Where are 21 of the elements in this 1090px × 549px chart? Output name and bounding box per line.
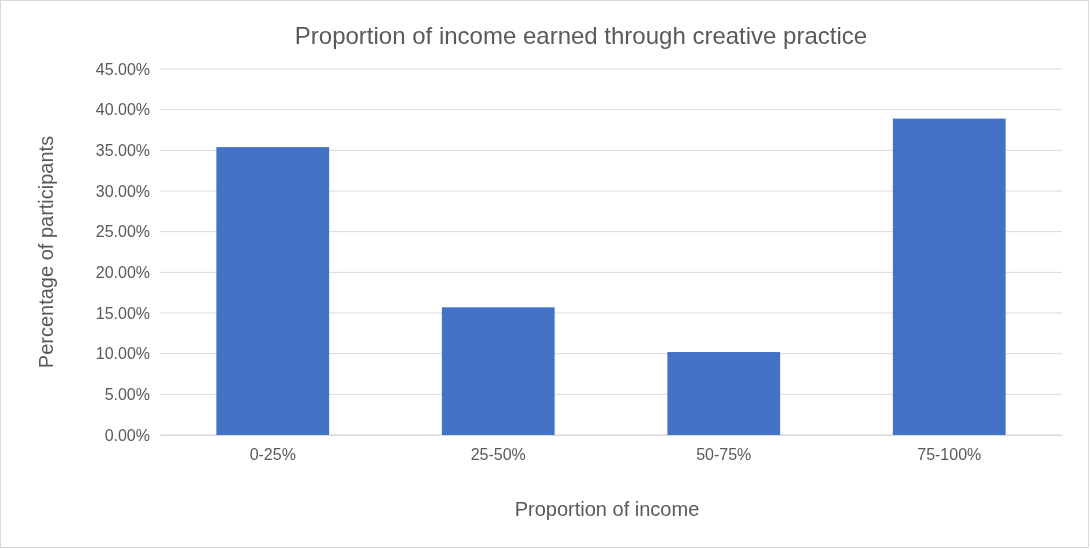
y-tick-label: 45.00% <box>95 60 150 78</box>
bar <box>441 307 555 435</box>
y-tick-label: 35.00% <box>95 141 150 159</box>
x-axis-title: Proportion of income <box>514 498 700 520</box>
chart-title: Proportion of income earned through creative practice <box>294 22 868 49</box>
x-tick-label: 50-75% <box>696 446 752 464</box>
y-tick-label: 10.00% <box>95 345 150 363</box>
x-tick-label: 75-100% <box>917 446 982 464</box>
y-tick-label: 0.00% <box>104 426 150 444</box>
bar <box>667 352 781 435</box>
y-axis-title: Percentage of participants <box>35 135 57 369</box>
y-tick-label: 30.00% <box>95 182 150 200</box>
bar <box>216 147 330 435</box>
y-tick-label: 25.00% <box>95 223 150 241</box>
x-tick-label: 25-50% <box>470 446 526 464</box>
x-tick-label: 0-25% <box>249 446 296 464</box>
y-tick-label: 20.00% <box>95 263 150 281</box>
bar <box>892 118 1006 435</box>
y-tick-label: 40.00% <box>95 101 150 119</box>
y-tick-label: 15.00% <box>95 304 150 322</box>
y-tick-label: 5.00% <box>104 385 150 403</box>
